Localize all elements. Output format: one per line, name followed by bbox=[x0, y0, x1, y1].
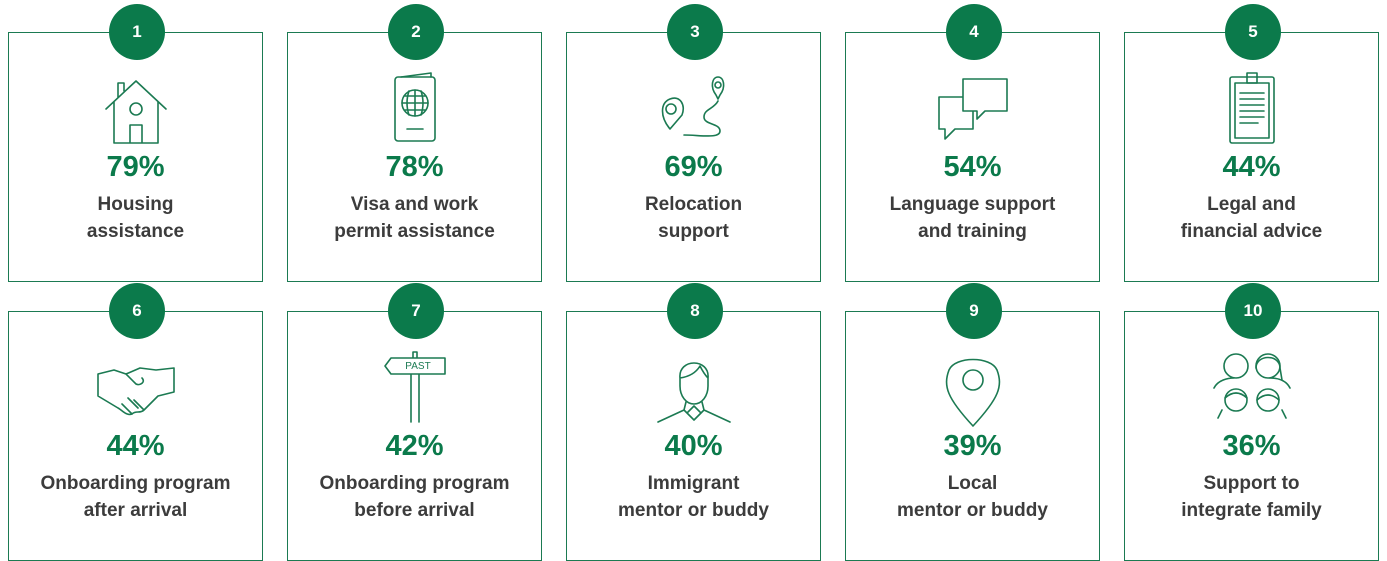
icon bbox=[657, 362, 731, 423]
label-line: after arrival bbox=[83, 500, 188, 521]
rank-badge: 7 bbox=[388, 283, 444, 339]
percent: 36% bbox=[1222, 430, 1281, 462]
percent: 39% bbox=[943, 430, 1002, 462]
icon bbox=[105, 80, 167, 144]
icon bbox=[938, 78, 1008, 140]
label: Onboarding program after arrival bbox=[9, 470, 262, 524]
label-line: mentor or buddy bbox=[897, 500, 1048, 521]
label-line: financial advice bbox=[1180, 221, 1323, 242]
label-line: integrate family bbox=[1181, 500, 1322, 521]
rank-badge: 10 bbox=[1225, 283, 1281, 339]
label-line: Housing bbox=[97, 194, 174, 215]
percent: 42% bbox=[385, 430, 444, 462]
icon bbox=[661, 76, 725, 137]
label-line: assistance bbox=[86, 221, 185, 242]
icon: PAST bbox=[384, 351, 446, 423]
rank-badge: 5 bbox=[1225, 4, 1281, 60]
card: 3 69% Relocation support bbox=[566, 4, 821, 282]
label-line: Language support bbox=[889, 194, 1056, 215]
label-line: Relocation bbox=[644, 194, 743, 215]
rank-badge: 3 bbox=[667, 4, 723, 60]
icon bbox=[394, 72, 436, 142]
card: 1 79% Housing assistance bbox=[8, 4, 263, 282]
icon bbox=[97, 367, 175, 416]
card: 10 36% Support to integrate family bbox=[1124, 283, 1379, 561]
label: Onboarding program before arrival bbox=[288, 470, 541, 524]
rank-badge: 6 bbox=[109, 283, 165, 339]
label-line: mentor or buddy bbox=[618, 500, 769, 521]
page: 1 79% Housing assistance 2 78% Visa and work pe… bbox=[8, 4, 1379, 561]
label: Local mentor or buddy bbox=[846, 470, 1099, 524]
label-line: permit assistance bbox=[334, 221, 495, 242]
label-line: before arrival bbox=[354, 500, 475, 521]
card: 8 40% Immigrant mentor or buddy bbox=[566, 283, 821, 561]
percent: 44% bbox=[106, 430, 165, 462]
sign-text: PAST bbox=[405, 361, 430, 372]
card: 4 54% Language support and training bbox=[845, 4, 1100, 282]
label-line: and training bbox=[918, 221, 1027, 242]
card: 5 44% Legal and financial advice bbox=[1124, 4, 1379, 282]
label-line: Support to bbox=[1203, 473, 1300, 494]
label: Visa and work permit assistance bbox=[288, 191, 541, 245]
label-line: Legal and bbox=[1207, 194, 1296, 215]
card: 7 PAST 42% Onboarding program before arrival bbox=[287, 283, 542, 561]
label: Relocation support bbox=[567, 191, 820, 245]
percent: 40% bbox=[664, 430, 723, 462]
percent: 79% bbox=[106, 151, 165, 183]
label: Language support and training bbox=[846, 191, 1099, 245]
label-line: Immigrant bbox=[647, 473, 740, 494]
percent: 44% bbox=[1222, 151, 1281, 183]
icon bbox=[945, 358, 1001, 427]
label-line: Onboarding program bbox=[319, 473, 510, 494]
rank-badge: 2 bbox=[388, 4, 444, 60]
card: 9 39% Local mentor or buddy bbox=[845, 283, 1100, 561]
label-line: support bbox=[658, 221, 729, 242]
label: Housing assistance bbox=[9, 191, 262, 245]
label: Support to integrate family bbox=[1125, 470, 1378, 524]
rank-badge: 8 bbox=[667, 283, 723, 339]
label-line: Onboarding program bbox=[40, 473, 231, 494]
card: 2 78% Visa and work permit assistance bbox=[287, 4, 542, 282]
percent: 69% bbox=[664, 151, 723, 183]
rank-badge: 1 bbox=[109, 4, 165, 60]
percent: 54% bbox=[943, 151, 1002, 183]
label-line: Local bbox=[947, 473, 998, 494]
label-line: Visa and work bbox=[350, 194, 479, 215]
percent: 78% bbox=[385, 151, 444, 183]
icon bbox=[1229, 72, 1275, 144]
rank-badge: 9 bbox=[946, 283, 1002, 339]
label: Legal and financial advice bbox=[1125, 191, 1378, 245]
label: Immigrant mentor or buddy bbox=[567, 470, 820, 524]
rank-badge: 4 bbox=[946, 4, 1002, 60]
icon bbox=[1213, 353, 1291, 419]
card: 6 44% Onboarding program after arrival bbox=[8, 283, 263, 561]
